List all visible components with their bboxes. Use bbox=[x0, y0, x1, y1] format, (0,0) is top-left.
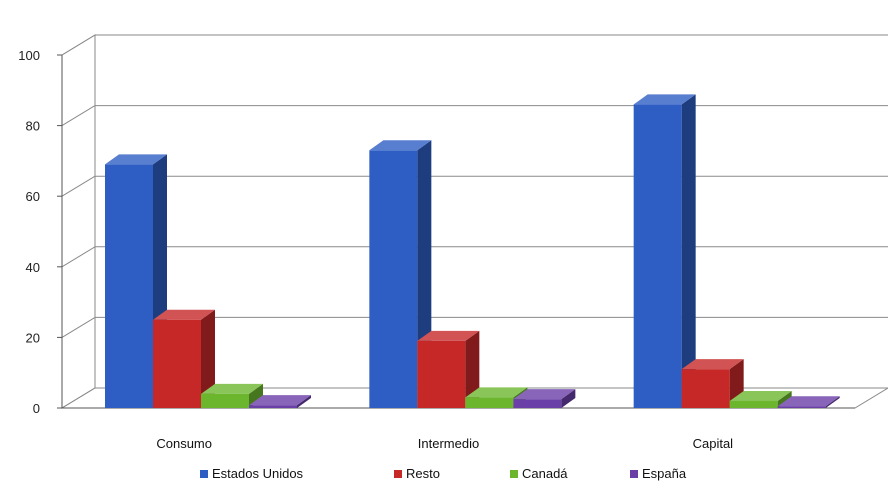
bar-canada-consumo bbox=[201, 383, 263, 408]
bar-estados-unidos-capital bbox=[633, 94, 696, 409]
bar-side bbox=[201, 309, 215, 408]
bar-side bbox=[681, 94, 696, 409]
bar-front bbox=[513, 399, 562, 408]
bar-top bbox=[777, 396, 840, 407]
y-tick-label-60: 60 bbox=[26, 189, 40, 204]
x-tick-label-intermedio: Intermedio bbox=[418, 436, 479, 451]
bar-front bbox=[729, 400, 778, 408]
legend-swatch-espana bbox=[630, 469, 638, 478]
legend-swatch-estados-unidos bbox=[200, 469, 208, 478]
bar-side bbox=[825, 396, 840, 408]
legend-label-espana: España bbox=[642, 466, 687, 481]
y-tick-label-0: 0 bbox=[33, 401, 40, 416]
bar-espana-consumo bbox=[249, 395, 311, 408]
bar-front bbox=[681, 369, 730, 408]
bar-estados-unidos-intermedio bbox=[369, 140, 432, 408]
y-tick-label-40: 40 bbox=[26, 260, 40, 275]
gridline-side-40 bbox=[61, 246, 96, 268]
bar-espana-capital bbox=[777, 396, 840, 408]
bar-side bbox=[297, 395, 311, 408]
x-tick-label-capital: Capital bbox=[693, 436, 734, 451]
bar-top bbox=[729, 390, 792, 401]
bar-front bbox=[369, 150, 418, 408]
bars bbox=[105, 94, 840, 409]
bar-top bbox=[465, 387, 528, 398]
gridline-side-0 bbox=[61, 387, 96, 409]
bar-front bbox=[105, 164, 153, 408]
legend-swatch-resto bbox=[394, 469, 402, 478]
bar-side bbox=[465, 330, 480, 408]
x-axis-labels: Consumo Intermedio Capital bbox=[156, 436, 733, 451]
legend-item-canada: Canadá bbox=[510, 466, 568, 481]
bar-top bbox=[153, 309, 215, 320]
bar-front bbox=[465, 397, 514, 408]
y-tick-label-20: 20 bbox=[26, 330, 40, 345]
legend-item-resto: Resto bbox=[394, 466, 440, 481]
bar-front bbox=[201, 393, 249, 408]
bar-top bbox=[633, 94, 696, 105]
gridline-side-100 bbox=[61, 34, 96, 56]
gridline-side-60 bbox=[61, 175, 96, 197]
gridline-side-20 bbox=[61, 316, 96, 338]
bar-top bbox=[369, 140, 432, 151]
bar-side bbox=[249, 383, 263, 408]
legend-item-espana: España bbox=[630, 466, 686, 481]
bar-top bbox=[513, 389, 576, 400]
bar-front bbox=[417, 340, 466, 408]
y-tick-label-100: 100 bbox=[18, 48, 40, 63]
bar-resto-consumo bbox=[153, 309, 215, 408]
bar-front bbox=[249, 405, 297, 408]
bar-front bbox=[777, 406, 826, 408]
y-tick-label-80: 80 bbox=[26, 119, 40, 134]
x-tick-label-consumo: Consumo bbox=[156, 436, 212, 451]
legend-label-canada: Canadá bbox=[522, 466, 568, 481]
bar-espana-intermedio bbox=[513, 389, 576, 408]
bar-front bbox=[633, 104, 682, 409]
side-wall bbox=[61, 34, 96, 409]
bar-resto-intermedio bbox=[417, 330, 480, 408]
legend-label-resto: Resto bbox=[406, 466, 440, 481]
bar-top bbox=[681, 359, 744, 370]
bar-top bbox=[417, 330, 480, 341]
legend: Estados Unidos Resto Canadá España bbox=[0, 466, 888, 488]
bar-front bbox=[153, 319, 201, 408]
legend-label-estados-unidos: Estados Unidos bbox=[212, 466, 304, 481]
legend-item-estados-unidos: Estados Unidos bbox=[200, 466, 303, 481]
bar-top bbox=[201, 383, 263, 394]
bar-side bbox=[561, 389, 576, 408]
bar-top bbox=[249, 395, 311, 406]
legend-swatch-canada bbox=[510, 469, 518, 478]
bar-top bbox=[105, 154, 167, 165]
gridline-side-80 bbox=[61, 105, 96, 127]
